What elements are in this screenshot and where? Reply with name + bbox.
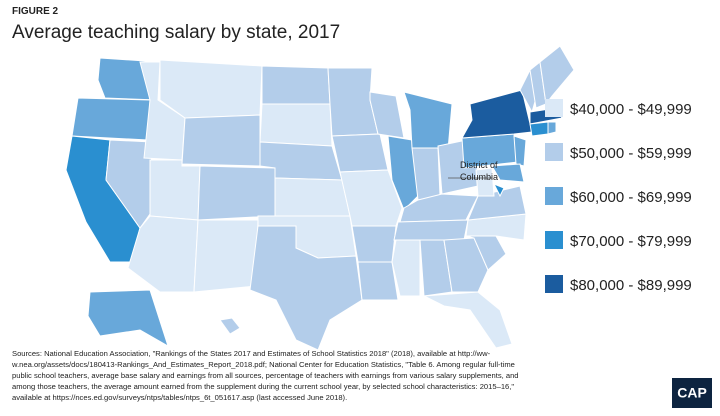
logo: CAP — [677, 385, 707, 401]
state — [357, 261, 399, 301]
state — [181, 114, 261, 167]
title: Average teaching salary by state, 2017 — [12, 22, 340, 43]
state — [547, 121, 557, 135]
source-line: Sources: National Education Association,… — [12, 349, 491, 358]
state — [259, 103, 333, 147]
sources: Sources: National Education Association,… — [11, 349, 519, 402]
state — [475, 167, 495, 197]
state — [529, 121, 549, 137]
state — [422, 291, 513, 349]
state — [387, 135, 419, 211]
state — [461, 89, 533, 139]
source-line: available at https://nces.ed.gov/surveys… — [12, 393, 347, 402]
legend-label: $80,000 - $89,999 — [570, 277, 692, 294]
state — [491, 163, 525, 183]
state — [467, 185, 527, 221]
state — [403, 91, 453, 151]
legend-label: $50,000 - $59,999 — [570, 145, 692, 162]
state — [149, 159, 201, 221]
state — [219, 317, 241, 335]
map-label: Columbia — [460, 172, 498, 182]
logo-box — [672, 378, 712, 408]
state — [261, 65, 331, 105]
state — [159, 59, 263, 119]
state — [105, 139, 153, 229]
us-map — [65, 45, 575, 351]
figure-label: FIGURE 2 — [12, 6, 59, 17]
state — [71, 97, 151, 141]
state — [249, 225, 363, 351]
state — [193, 219, 259, 293]
state — [539, 45, 575, 106]
source-line: among those teachers, the average amount… — [12, 382, 514, 391]
source-line: w.nea.org/assets/docs/180413-Rankings_An… — [11, 360, 515, 369]
state — [87, 289, 169, 348]
state — [351, 225, 397, 263]
map-label: District of — [460, 160, 498, 170]
legend-swatch — [545, 187, 563, 205]
state — [331, 133, 389, 173]
legend-label: $40,000 - $49,999 — [570, 101, 692, 118]
state — [274, 177, 351, 217]
state — [443, 237, 489, 293]
legend-label: $60,000 - $69,999 — [570, 189, 692, 206]
state — [492, 183, 505, 198]
state — [197, 165, 276, 221]
legend: $40,000 - $49,999 $50,000 - $59,999 $60,00… — [545, 99, 692, 294]
state — [513, 135, 527, 167]
legend-label: $70,000 - $79,999 — [570, 233, 692, 250]
state — [391, 239, 421, 297]
legend-swatch — [545, 99, 563, 117]
legend-swatch — [545, 231, 563, 249]
legend-swatch — [545, 275, 563, 293]
source-line: public school teachers, average base sal… — [12, 371, 519, 380]
legend-swatch — [545, 143, 563, 161]
state — [393, 219, 469, 241]
